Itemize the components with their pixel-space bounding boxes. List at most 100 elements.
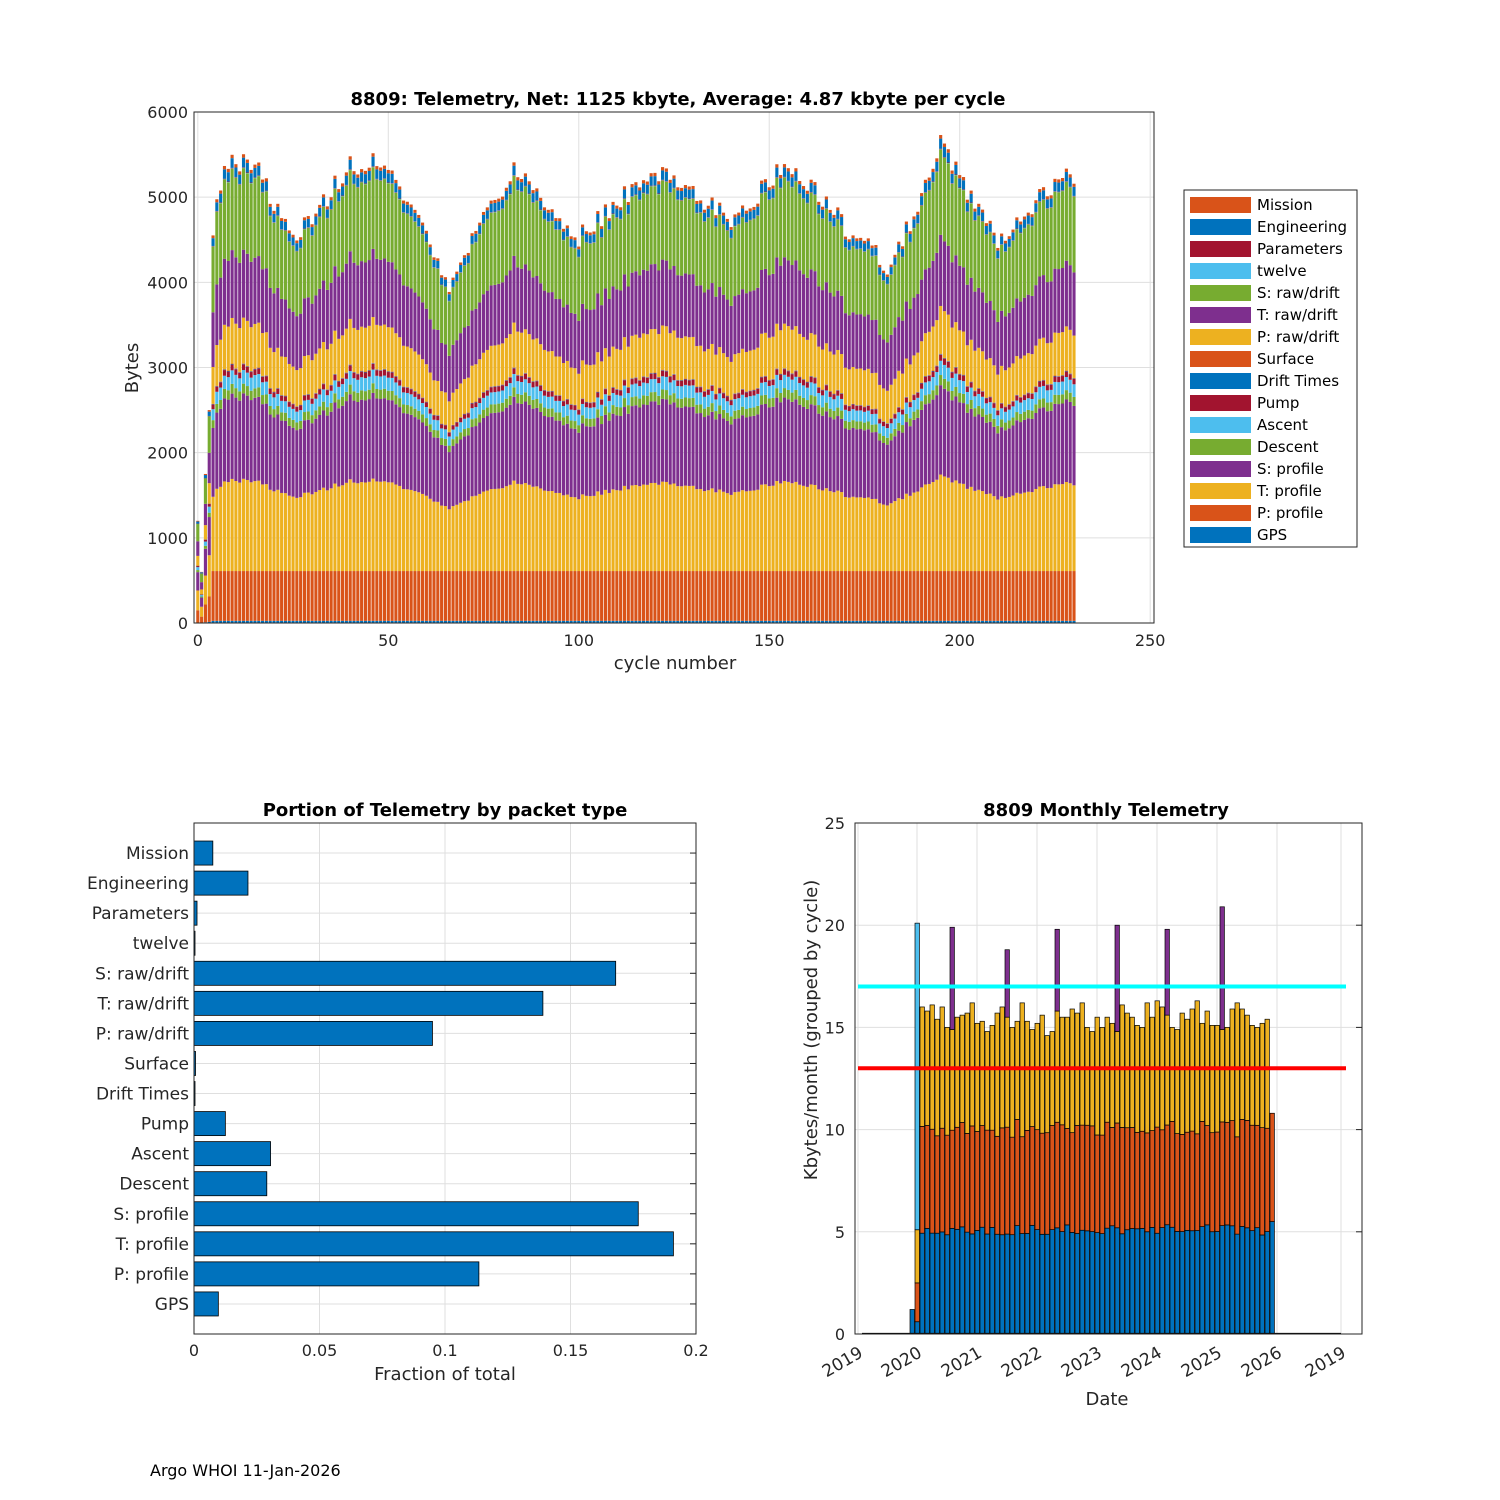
chart1-bar-segment: [775, 369, 779, 375]
chart1-bar-segment: [622, 199, 627, 275]
chart1-bar-segment: [417, 214, 421, 218]
chart1-bar-segment: [219, 277, 223, 340]
chart1-bar-segment: [489, 571, 493, 621]
chart1-bar-segment: [954, 255, 958, 323]
chart1-bar-segment: [653, 401, 657, 483]
chart1-bar-segment: [748, 208, 752, 212]
chart1-bar-segment: [649, 173, 653, 177]
chart1-bar-segment: [329, 488, 333, 572]
chart1-bar-segment: [981, 408, 985, 417]
chart3-bar-segment: [1004, 1126, 1010, 1235]
chart1-bar-segment: [295, 407, 299, 412]
chart1-bar-segment: [828, 292, 832, 352]
chart1-bar-segment: [923, 484, 927, 572]
chart1-bar-segment: [268, 405, 272, 415]
chart1-bar-segment: [1030, 217, 1034, 226]
chart1-bar-segment: [584, 418, 588, 427]
chart1-bar-segment: [680, 407, 684, 487]
chart1-bar-segment: [504, 187, 508, 191]
chart1-bar-segment: [733, 296, 737, 355]
chart1-bar-segment: [721, 418, 726, 492]
chart1-bar-segment: [901, 257, 905, 321]
chart1-bars: [196, 135, 1076, 624]
chart1-bar-segment: [226, 182, 230, 261]
chart1-bar-segment: [268, 203, 272, 207]
chart1-bar-segment: [996, 433, 1000, 500]
chart1-bar-segment: [710, 620, 714, 623]
chart1-bar-segment: [299, 420, 303, 429]
chart1-bar-segment: [702, 396, 707, 409]
chart1-bar-segment: [516, 571, 520, 621]
chart1-bar-segment: [318, 571, 322, 621]
chart1-bar-segment: [539, 391, 543, 404]
chart1-bar-segment: [405, 214, 409, 287]
chart1-bar-segment: [588, 232, 592, 236]
chart1-bar-segment: [1064, 390, 1068, 400]
chart1-bar-segment: [889, 423, 893, 434]
chart1-bar-segment: [287, 402, 291, 407]
chart1-bar-segment: [996, 374, 1000, 411]
chart1-bar-segment: [596, 620, 600, 623]
chart1-bar-segment: [718, 347, 722, 388]
chart1-bar-segment: [855, 571, 859, 621]
chart1-bar-segment: [973, 211, 977, 221]
chart1-bar-segment: [710, 411, 714, 489]
chart1-bar-segment: [836, 207, 840, 211]
chart1-bar-segment: [367, 260, 371, 326]
chart1-bar-segment: [1038, 408, 1042, 487]
chart1-bar-segment: [843, 247, 847, 314]
chart1-bar-segment: [859, 248, 863, 315]
chart1-bar-segment: [676, 275, 680, 338]
chart1-bar-segment: [923, 179, 927, 183]
chart3-bar-segment: [1089, 1031, 1095, 1127]
chart1-bar-segment: [508, 377, 512, 384]
chart1-bar-segment: [912, 219, 916, 228]
chart1-bar-segment: [752, 209, 756, 219]
chart1-bar-segment: [626, 387, 630, 394]
chart1-bar-segment: [653, 328, 657, 373]
chart1-bar-segment: [592, 234, 596, 243]
chart1-bar-segment: [215, 386, 219, 392]
chart1-bar-segment: [508, 181, 512, 185]
chart1-bar-segment: [1053, 332, 1057, 376]
chart1-bar-segment: [1007, 238, 1011, 247]
chart1-bar-segment: [249, 372, 253, 378]
chart1-bar-segment: [965, 571, 969, 621]
chart1-bar-segment: [1003, 430, 1007, 498]
chart1-bar-segment: [379, 325, 383, 370]
chart3-bar-segment: [969, 1233, 975, 1335]
chart1-bar-segment: [238, 482, 242, 572]
chart1-bar-segment: [462, 501, 467, 572]
chart1-bar-segment: [401, 345, 406, 387]
chart1-bar-segment: [809, 376, 813, 383]
chart1-bar-segment: [241, 393, 246, 479]
chart1-bar-segment: [927, 381, 931, 395]
chart1-bar-segment: [847, 411, 851, 422]
chart1-bar-segment: [299, 237, 303, 240]
chart1-bar-segment: [283, 620, 287, 623]
chart1-bar-segment: [234, 481, 238, 572]
chart1-bar-segment: [832, 217, 836, 227]
chart1-bar-segment: [817, 286, 821, 347]
chart1-bar-segment: [215, 620, 219, 623]
chart1-bar-segment: [200, 597, 204, 607]
chart1-bar-segment: [550, 490, 554, 572]
chart1-bar-segment: [729, 571, 733, 621]
chart1-bar-segment: [295, 316, 299, 371]
chart1-bar-segment: [859, 405, 863, 411]
chart1-bar-segment: [893, 414, 897, 419]
chart1-bar-segment: [729, 620, 733, 623]
chart2-category-label: Pump: [141, 1115, 189, 1135]
chart1-bar-segment: [516, 267, 520, 332]
chart1-bar-segment: [809, 395, 813, 405]
chart1-bar-segment: [207, 452, 211, 484]
chart1-bar-segment: [226, 482, 230, 572]
chart1-bar-segment: [961, 483, 966, 572]
chart1-bar-segment: [561, 401, 566, 407]
chart1-bar-segment: [546, 396, 550, 409]
chart1-bar-segment: [721, 491, 726, 572]
chart1-bar-segment: [729, 238, 733, 306]
chart1-bar-segment: [958, 330, 962, 374]
chart1-bar-segment: [874, 424, 878, 433]
chart1-bar-segment: [961, 331, 966, 375]
